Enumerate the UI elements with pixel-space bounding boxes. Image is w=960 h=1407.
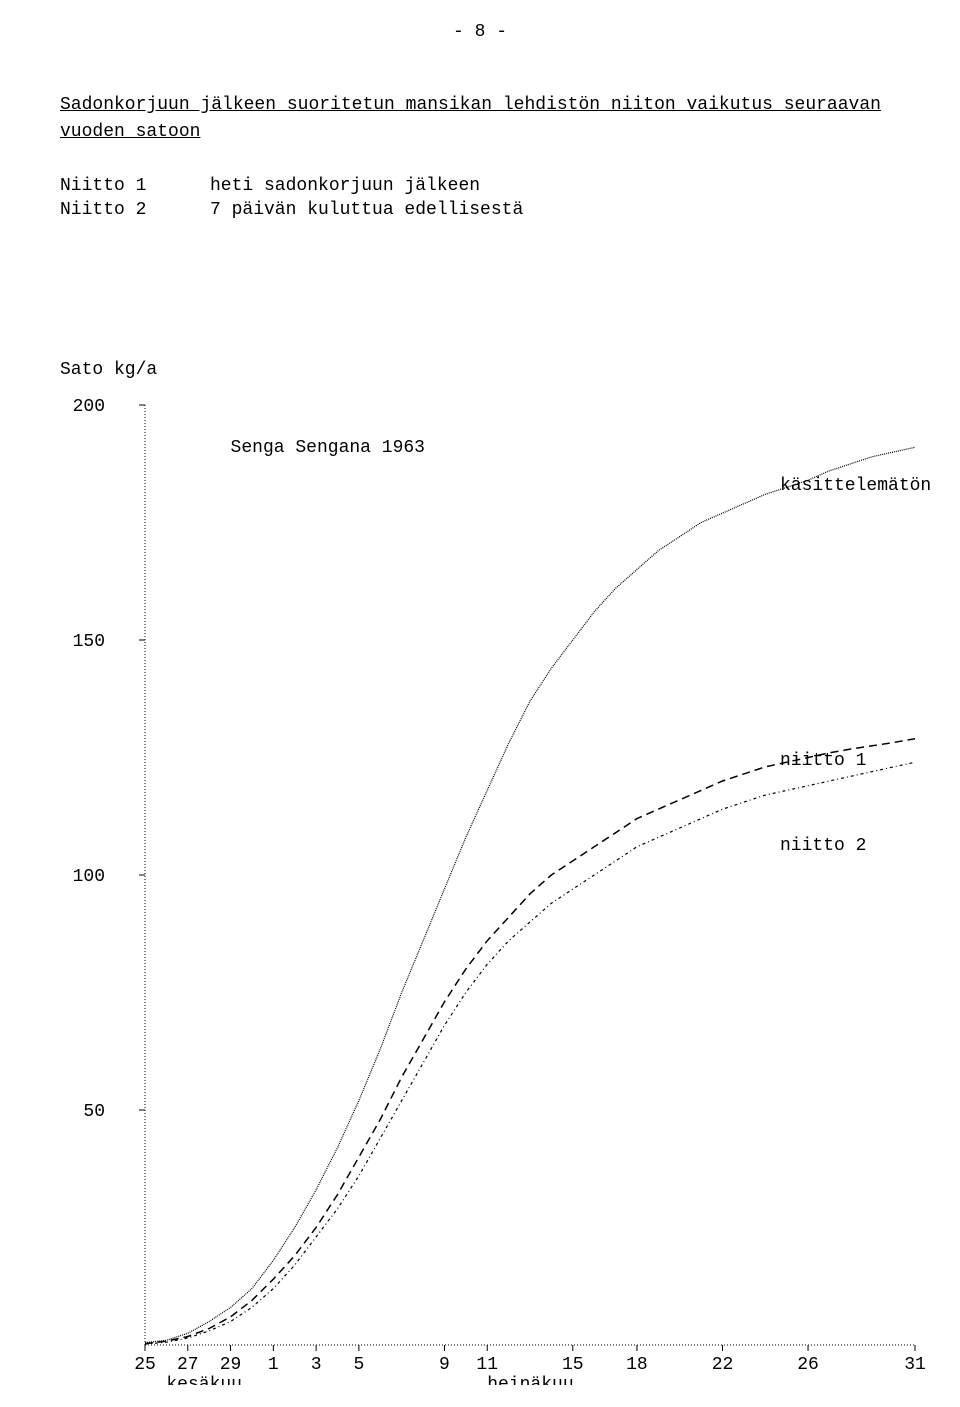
legend-desc-1: heti sadonkorjuun jälkeen <box>210 176 480 196</box>
legend-label-2: Niitto 2 <box>60 200 210 220</box>
svg-text:käsittelemätön: käsittelemätön <box>780 476 930 496</box>
svg-text:100: 100 <box>73 867 105 887</box>
svg-text:150: 150 <box>73 632 105 652</box>
svg-text:5: 5 <box>353 1355 364 1375</box>
svg-text:11: 11 <box>476 1355 498 1375</box>
line-chart: 50 100 150 200 25 27 29 1 3 5 9 11 15 18 22 26 31 kesäkuu… <box>60 395 930 1385</box>
svg-text:50: 50 <box>83 1102 105 1122</box>
svg-text:22: 22 <box>712 1355 734 1375</box>
legend-desc-2: 7 päivän kuluttua edellisestä <box>210 200 523 220</box>
svg-text:kesäkuu: kesäkuu <box>166 1375 242 1385</box>
svg-text:heinäkuu: heinäkuu <box>487 1375 573 1385</box>
svg-text:25: 25 <box>134 1355 156 1375</box>
chart-container: 50 100 150 200 25 27 29 1 3 5 9 11 15 18 22 26 31 kesäkuu… <box>60 395 930 1385</box>
svg-text:3: 3 <box>311 1355 322 1375</box>
svg-text:200: 200 <box>73 397 105 417</box>
svg-text:18: 18 <box>626 1355 648 1375</box>
svg-text:15: 15 <box>562 1355 584 1375</box>
title-block: Sadonkorjuun jälkeen suoritetun mansikan… <box>60 92 900 146</box>
page-number: - 8 - <box>0 0 960 42</box>
svg-text:31: 31 <box>904 1355 926 1375</box>
svg-text:9: 9 <box>439 1355 450 1375</box>
svg-text:26: 26 <box>797 1355 819 1375</box>
legend-row: Niitto 2 7 päivän kuluttua edellisestä <box>60 200 900 220</box>
svg-text:29: 29 <box>220 1355 242 1375</box>
svg-text:1: 1 <box>268 1355 279 1375</box>
y-axis-title: Sato kg/a <box>60 360 157 380</box>
legend-label-1: Niitto 1 <box>60 176 210 196</box>
title-line-1: Sadonkorjuun jälkeen suoritetun mansikan… <box>60 92 900 119</box>
svg-text:27: 27 <box>177 1355 199 1375</box>
legend-row: Niitto 1 heti sadonkorjuun jälkeen <box>60 176 900 196</box>
svg-text:niitto 2: niitto 2 <box>780 836 866 856</box>
svg-text:niitto 1: niitto 1 <box>780 751 866 771</box>
title-line-2: vuoden satoon <box>60 119 900 146</box>
svg-text:Senga Sengana 1963: Senga Sengana 1963 <box>231 438 425 458</box>
legend-block: Niitto 1 heti sadonkorjuun jälkeen Niitt… <box>60 176 900 220</box>
